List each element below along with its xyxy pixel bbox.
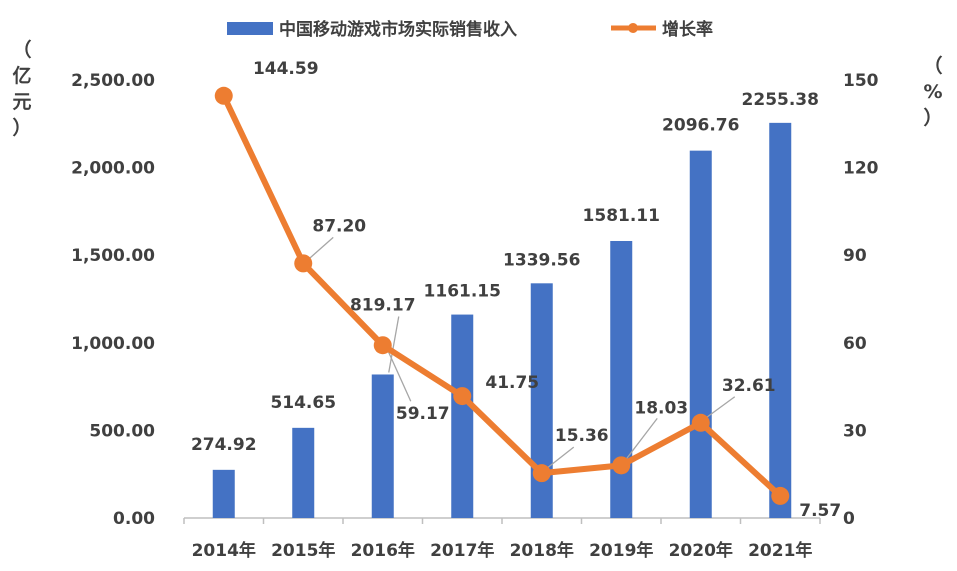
line-data-label: 87.20 xyxy=(312,216,366,236)
left-tick-label: 1,000.00 xyxy=(71,334,155,354)
bar-data-label: 2255.38 xyxy=(742,90,819,110)
bar-data-label: 1161.15 xyxy=(424,282,501,302)
bar-data-label: 1581.11 xyxy=(583,206,660,226)
x-tick-label: 2016年 xyxy=(351,540,415,561)
line-data-label: 59.17 xyxy=(396,404,450,424)
x-tick-label: 2017年 xyxy=(430,540,494,561)
right-unit-char: （ xyxy=(923,54,942,77)
bar-data-label: 2096.76 xyxy=(662,116,739,136)
right-tick-label: 120 xyxy=(843,159,879,179)
line-data-labels: 144.59 87.20 59.17 41.75 15.36 18.03 32.61 7.57 xyxy=(253,59,841,521)
line-marker xyxy=(691,413,710,432)
right-axis-ticks: 0 30 60 90 120 150 xyxy=(843,71,879,529)
left-tick-label: 2,500.00 xyxy=(71,71,155,91)
x-tick-label: 2019年 xyxy=(589,540,653,561)
line-marker xyxy=(612,456,631,475)
x-axis: 2014年 2015年 2016年 2017年 2018年 2019年 2020年 2021年 xyxy=(183,517,821,561)
line-marker xyxy=(453,387,472,406)
line-data-label: 41.75 xyxy=(485,373,539,393)
leader-line xyxy=(387,349,412,402)
x-tick-label: 2020年 xyxy=(669,540,733,561)
x-tick-label: 2014年 xyxy=(192,540,256,561)
right-unit-char: % xyxy=(923,81,942,103)
legend: 中国移动游戏市场实际销售收入 增长率 xyxy=(227,19,713,40)
x-tick-label: 2021年 xyxy=(748,540,812,561)
right-tick-label: 60 xyxy=(843,334,867,354)
line-marker xyxy=(214,86,233,105)
left-unit-char: 元 xyxy=(12,91,31,113)
line-marker xyxy=(373,336,392,355)
leader-lines xyxy=(306,236,736,470)
line-marker xyxy=(771,486,790,505)
left-tick-label: 0.00 xyxy=(113,509,155,529)
x-tick-label: 2018年 xyxy=(510,540,574,561)
growth-rate-line xyxy=(220,92,784,499)
bar xyxy=(292,427,315,518)
bar xyxy=(769,122,792,518)
line-marker xyxy=(294,254,313,273)
bar xyxy=(610,240,633,518)
bar xyxy=(371,374,394,518)
line-data-label: 15.36 xyxy=(555,426,609,446)
bar-data-label: 819.17 xyxy=(350,295,416,315)
bar-data-label: 514.65 xyxy=(270,393,336,413)
line-data-label: 32.61 xyxy=(722,376,776,396)
bar-series xyxy=(212,122,792,518)
line-data-label: 18.03 xyxy=(634,398,688,418)
legend-label-bar: 中国移动游戏市场实际销售收入 xyxy=(279,19,517,40)
right-tick-label: 150 xyxy=(843,71,879,91)
right-tick-label: 90 xyxy=(843,246,867,266)
legend-label-line: 增长率 xyxy=(662,19,713,40)
legend-swatch-bar xyxy=(227,22,273,35)
leader-line xyxy=(704,396,736,420)
x-tick-label: 2015年 xyxy=(271,540,335,561)
left-axis-unit: （ 亿 元 ） xyxy=(12,38,31,139)
line-marker xyxy=(532,464,551,483)
line-data-label: 7.57 xyxy=(799,501,841,521)
leader-line xyxy=(624,417,658,461)
left-unit-char: （ xyxy=(12,38,31,61)
line-data-label: 144.59 xyxy=(253,59,319,79)
left-tick-label: 500.00 xyxy=(89,421,155,441)
line-series xyxy=(214,86,790,505)
bar xyxy=(451,314,474,518)
right-tick-label: 0 xyxy=(843,509,855,529)
leader-line xyxy=(306,236,334,261)
left-unit-char: ） xyxy=(12,116,31,139)
right-unit-char: ） xyxy=(923,106,942,129)
leader-line xyxy=(388,316,400,373)
leader-line xyxy=(545,446,575,470)
bar xyxy=(212,469,235,518)
bar xyxy=(689,150,712,518)
right-axis-unit: （ % ） xyxy=(923,54,942,129)
left-tick-label: 1,500.00 xyxy=(71,246,155,266)
left-unit-char: 亿 xyxy=(12,64,31,87)
bar xyxy=(530,283,553,518)
left-tick-label: 2,000.00 xyxy=(71,159,155,179)
right-tick-label: 30 xyxy=(843,421,867,441)
bar-data-label: 274.92 xyxy=(191,435,257,455)
bar-data-label: 1339.56 xyxy=(503,250,580,270)
legend-swatch-marker xyxy=(628,23,638,33)
left-axis-ticks: 0.00 500.00 1,000.00 1,500.00 2,000.00 2,500.… xyxy=(71,71,155,529)
